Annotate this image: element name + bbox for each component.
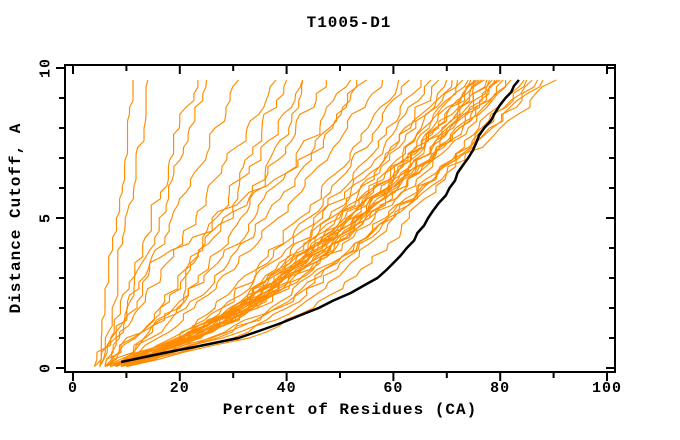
y-tick-label: 0 [37,362,55,374]
model-curve [120,79,485,368]
model-curve [99,79,304,367]
x-tick-label: 80 [490,380,511,397]
model-curve [109,79,288,367]
model-curve [93,80,134,367]
model-curve [115,79,496,368]
model-curve [115,80,507,368]
model-curve [115,80,327,367]
model-curve [120,79,512,368]
model-curve [93,80,199,367]
x-tick-label: 0 [67,380,79,397]
model-curve [104,79,304,367]
x-tick-label: 40 [276,380,297,397]
model-curve [104,79,277,367]
model-curve [120,79,533,368]
model-curve [126,79,459,368]
model-curve [115,80,422,367]
model-curve [99,79,239,367]
model-curve [115,79,400,368]
model-curve [110,79,464,368]
model-curve [110,79,480,368]
model-curve [109,79,352,367]
chart-title: T1005-D1 [306,14,392,32]
model-curve [120,79,384,368]
model-curve [104,79,491,368]
model-curve [110,79,504,368]
model-curve [126,79,539,368]
x-tick-label: 100 [591,380,623,397]
model-curve [104,80,358,367]
plot-border [64,64,616,373]
model-curve [99,79,149,367]
y-tick-label: 10 [37,57,55,79]
model-curve [104,79,208,367]
x-tick-label: 20 [169,380,190,397]
x-axis-label: Percent of Residues (CA) [222,401,478,419]
highlight-curve [120,79,520,364]
model-curve [126,79,557,368]
model-curve [126,79,544,368]
x-tick-label: 60 [383,380,404,397]
model-curve [115,79,368,367]
y-tick-label: 5 [37,212,55,224]
model-curve [115,79,448,367]
model-curve [120,79,498,368]
model-curve [120,79,525,368]
